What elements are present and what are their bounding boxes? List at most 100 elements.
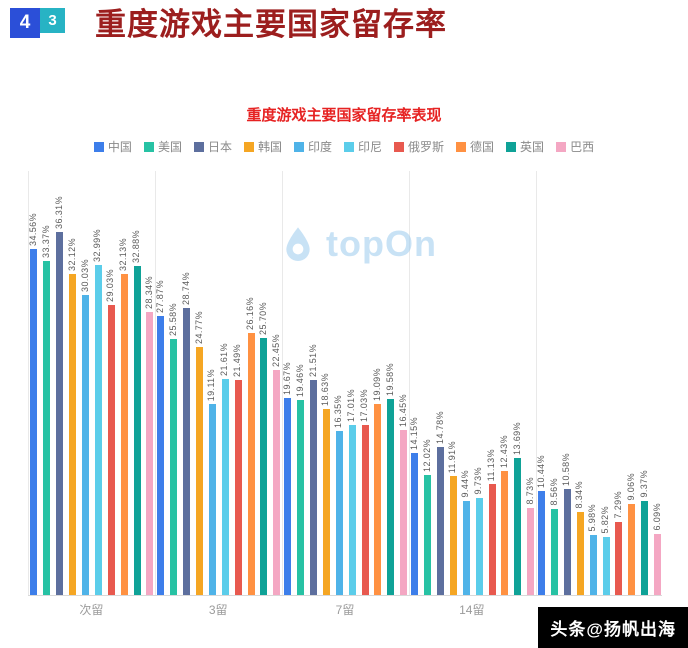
- bar-value-label: 19.67%: [281, 362, 292, 395]
- bar-value-label: 9.44%: [460, 470, 471, 498]
- bar-unit: 21.61%: [219, 171, 230, 595]
- bar-unit: 17.01%: [346, 171, 357, 595]
- bar-value-label: 29.03%: [105, 269, 116, 302]
- legend-label: 日本: [207, 140, 232, 154]
- bar-value-label: 9.73%: [473, 467, 484, 495]
- bar-value-label: 18.63%: [320, 373, 331, 406]
- legend-item: 俄罗斯: [394, 138, 444, 155]
- legend-swatch: [243, 141, 254, 152]
- bar-unit: 6.09%: [652, 171, 663, 595]
- plot-area: 34.56% 33.37% 36.31% 32.12% 30.03% 32.99% 29.0…: [28, 171, 662, 596]
- bar: [234, 380, 242, 595]
- bar-value-label: 21.49%: [232, 344, 243, 377]
- x-axis-label: 7留: [335, 603, 355, 617]
- legend-item: 英国: [506, 138, 544, 155]
- bar: [157, 316, 165, 595]
- bar-unit: 36.31%: [53, 171, 65, 595]
- bar-value-label: 33.37%: [40, 225, 51, 258]
- bar: [335, 431, 343, 595]
- bar-value-label: 11.91%: [447, 440, 458, 473]
- bar: [628, 504, 636, 595]
- number-badge-secondary: 3: [40, 8, 65, 33]
- bar-value-label: 27.87%: [154, 280, 165, 313]
- bar-unit: 17.03%: [359, 171, 370, 595]
- bar: [208, 404, 216, 595]
- bar: [361, 425, 369, 595]
- bar-unit: 5.82%: [600, 171, 611, 595]
- bar: [602, 537, 610, 595]
- bar-value-label: 34.56%: [28, 213, 38, 246]
- bar: [107, 305, 115, 595]
- bar-value-label: 12.02%: [421, 439, 432, 472]
- bar: [654, 534, 662, 595]
- legend-item: 巴西: [556, 138, 594, 155]
- bar-unit: 9.44%: [460, 171, 471, 595]
- bar-unit: 16.35%: [333, 171, 344, 595]
- bar: [260, 338, 268, 595]
- x-axis-label: 3留: [208, 603, 228, 617]
- bar-unit: 5.98%: [587, 171, 598, 595]
- legend-item: 美国: [143, 138, 182, 155]
- bar-value-label: 28.74%: [180, 272, 191, 305]
- legend-swatch: [344, 141, 354, 152]
- legend-label: 美国: [157, 140, 182, 154]
- legend-item: 德国: [456, 138, 494, 155]
- bar: [146, 312, 154, 595]
- bar: [514, 458, 522, 595]
- bar: [615, 522, 623, 595]
- bar-unit: 19.09%: [372, 171, 383, 595]
- bar: [133, 266, 141, 595]
- bar: [94, 265, 102, 595]
- bar-unit: 32.12%: [66, 171, 78, 595]
- bar-value-label: 19.11%: [206, 368, 217, 401]
- bar-unit: 16.45%: [397, 171, 409, 595]
- bar: [120, 274, 128, 595]
- bar-unit: 28.74%: [180, 171, 192, 595]
- bar-unit: 32.99%: [92, 171, 103, 595]
- bar-value-label: 14.78%: [434, 411, 445, 444]
- bar-unit: 22.45%: [271, 171, 282, 595]
- bar: [550, 509, 558, 595]
- legend-label: 俄罗斯: [408, 140, 445, 154]
- bar: [527, 508, 535, 595]
- bar-value-label: 10.58%: [561, 453, 572, 486]
- bar-value-label: 36.31%: [53, 196, 64, 229]
- bar-unit: 9.73%: [473, 171, 484, 595]
- legend-label: 中国: [107, 140, 132, 154]
- bar-value-label: 32.99%: [92, 229, 103, 262]
- bar-unit: 12.43%: [498, 171, 510, 595]
- bar-unit: 8.56%: [549, 171, 560, 595]
- bar-unit: 24.77%: [193, 171, 205, 595]
- bar-group: 14.15% 12.02% 14.78% 11.91% 9.44% 9.73% 11.13%…: [408, 171, 536, 595]
- bar-unit: 11.13%: [486, 171, 497, 595]
- bar-value-label: 19.09%: [372, 368, 383, 401]
- bar: [247, 333, 255, 595]
- plot-groups: 34.56% 33.37% 36.31% 32.12% 30.03% 32.99% 29.0…: [28, 171, 662, 595]
- bar-value-label: 13.69%: [511, 422, 522, 455]
- bar-value-label: 32.12%: [66, 238, 77, 271]
- bar: [411, 453, 419, 595]
- bar-group: 34.56% 33.37% 36.31% 32.12% 30.03% 32.99% 29.0…: [28, 171, 155, 595]
- bar-value-label: 12.43%: [498, 435, 509, 468]
- legend-label: 韩国: [257, 140, 282, 154]
- bar-value-label: 21.61%: [219, 343, 230, 376]
- bar-value-label: 24.77%: [193, 311, 204, 344]
- bar-unit: 21.51%: [308, 171, 319, 595]
- bar-unit: 27.87%: [154, 171, 166, 595]
- bar-value-label: 16.45%: [397, 394, 408, 427]
- bar-value-label: 28.34%: [144, 276, 155, 309]
- bar-unit: 14.15%: [408, 171, 420, 595]
- bar: [196, 347, 204, 595]
- legend-item: 韩国: [243, 138, 282, 155]
- bar-unit: 19.58%: [384, 171, 396, 595]
- bar: [297, 400, 305, 595]
- bar: [170, 339, 178, 595]
- bar: [221, 379, 229, 595]
- bar-value-label: 32.88%: [131, 230, 142, 263]
- bar-unit: 8.34%: [574, 171, 585, 595]
- bar-value-label: 14.15%: [408, 417, 419, 450]
- legend-item: 印度: [293, 138, 332, 155]
- bar-value-label: 5.82%: [600, 506, 611, 534]
- bar-value-label: 19.58%: [384, 363, 395, 396]
- bar: [310, 380, 318, 595]
